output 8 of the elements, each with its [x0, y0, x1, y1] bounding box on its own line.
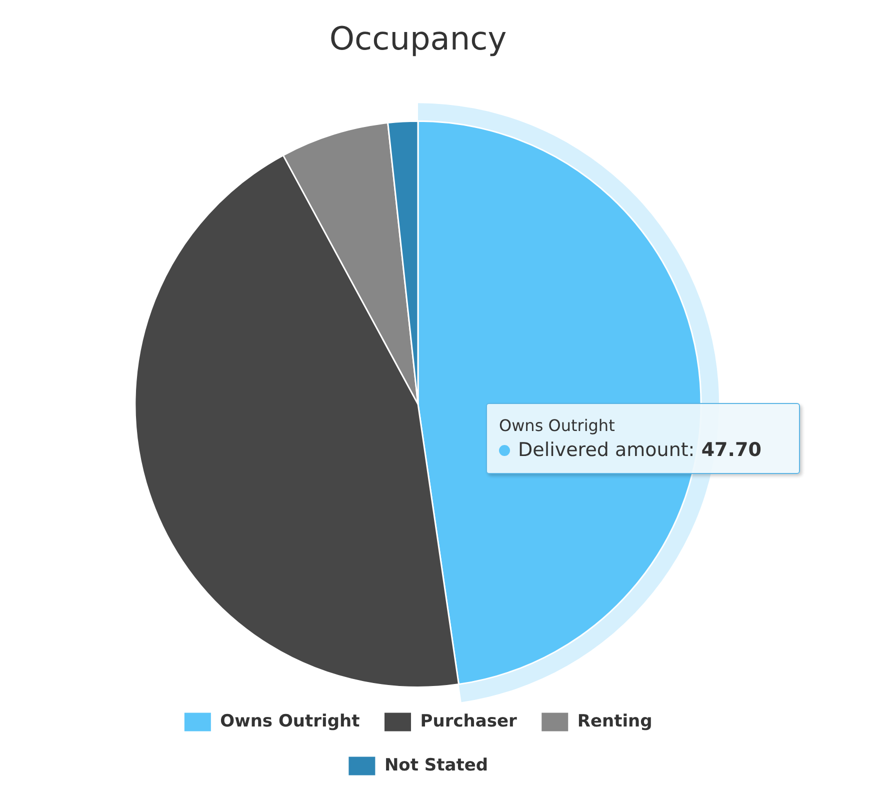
chart-title: Occupancy — [329, 20, 507, 58]
slice-label: Owns Outright — [499, 416, 616, 435]
data-label: 47.70 — [700, 439, 762, 461]
legend-label: Delivered amount: — [518, 439, 695, 461]
legend-label: Not Stated — [384, 755, 488, 776]
legend-label: Owns Outright — [220, 711, 360, 732]
legend-label: Purchaser — [420, 711, 518, 732]
legend-label: Renting — [577, 711, 652, 732]
